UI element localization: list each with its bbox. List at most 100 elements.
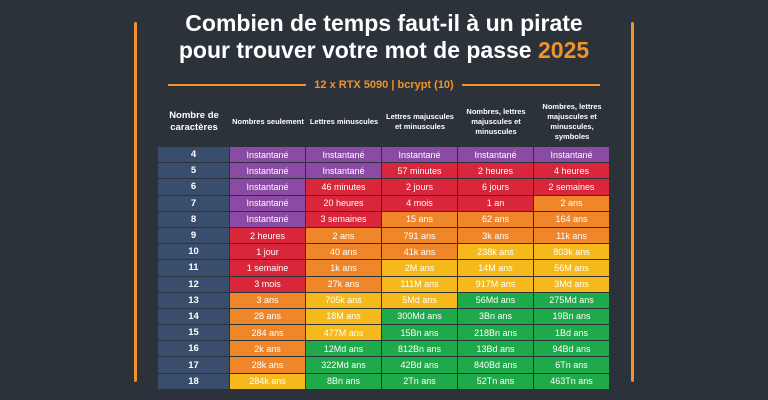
table-row: 15 284 ans 477M ans 15Bn ans 218Bn ans 1Bd an… — [158, 325, 610, 341]
left-accent-line — [134, 22, 137, 382]
time-cell: 27k ans — [306, 276, 381, 292]
time-cell: 2k ans — [230, 341, 305, 357]
header-numbers-only: Nombres seulement — [232, 117, 304, 126]
time-cell: Instantané — [534, 147, 609, 163]
time-cell: 2 heures — [230, 227, 305, 244]
header-lowercase: Lettres minuscules — [309, 117, 379, 126]
char-count-cell: 7 — [158, 195, 229, 211]
time-cell: 218Bn ans — [458, 325, 533, 341]
subtitle: 12 x RTX 5090 | bcrypt (10) — [314, 79, 454, 91]
time-cell: 791 ans — [382, 227, 457, 244]
char-count-cell: 10 — [158, 244, 229, 260]
time-cell: 52Tn ans — [458, 373, 533, 389]
time-cell: 300Md ans — [382, 308, 457, 325]
time-cell: 15 ans — [382, 211, 457, 227]
char-count-cell: 8 — [158, 211, 229, 227]
time-cell: 19Bn ans — [534, 308, 609, 325]
time-cell: 6Tn ans — [534, 357, 609, 373]
time-cell: 14M ans — [458, 260, 533, 276]
time-cell: 3k ans — [458, 227, 533, 244]
time-cell: 322Md ans — [306, 357, 381, 373]
time-cell: 3 semaines — [306, 211, 381, 227]
time-cell: Instantané — [382, 147, 457, 163]
time-cell: 111M ans — [382, 276, 457, 292]
title-line-2: pour trouver votre mot de passe 2025 — [140, 37, 628, 64]
time-cell: 1 an — [458, 195, 533, 211]
time-cell: Instantané — [306, 147, 381, 163]
time-cell: 12Md ans — [306, 341, 381, 357]
table-row: 10 1 jour 40 ans 41k ans 238k ans 803k ans — [158, 244, 610, 260]
time-cell: 2 jours — [382, 179, 457, 195]
header-upper-lower: Lettres majuscules et minuscules — [386, 112, 454, 131]
table-row: 6 Instantané 46 minutes 2 jours 6 jours 2 sem… — [158, 179, 610, 195]
header-numbers-upper-lower: Nombres, lettres majuscules et minuscule… — [466, 107, 526, 136]
table-header: Nombre de caractères Nombres seulement L… — [158, 98, 610, 146]
char-count-cell: 14 — [158, 308, 229, 325]
table-row: 12 3 mois 27k ans 111M ans 917M ans 3Md ans — [158, 276, 610, 292]
char-count-cell: 5 — [158, 163, 229, 179]
time-cell: 2 semaines — [534, 179, 609, 195]
time-cell: 56M ans — [534, 260, 609, 276]
time-cell: 41k ans — [382, 244, 457, 260]
time-cell: 13Bd ans — [458, 341, 533, 357]
header-all-symbols: Nombres, lettres majuscules et minuscule… — [542, 102, 602, 141]
right-accent-line — [631, 22, 634, 382]
char-count-cell: 12 — [158, 276, 229, 292]
time-cell: 1Bd ans — [534, 325, 609, 341]
header-chars: Nombre de caractères — [169, 110, 219, 133]
time-cell: 3 mois — [230, 276, 305, 292]
time-cell: 94Bd ans — [534, 341, 609, 357]
title-year: 2025 — [537, 37, 590, 63]
time-cell: 1 jour — [230, 244, 305, 260]
char-count-cell: 15 — [158, 325, 229, 341]
time-cell: Instantané — [230, 163, 305, 179]
table-row: 8 Instantané 3 semaines 15 ans 62 ans 164 ans — [158, 211, 610, 227]
char-count-cell: 6 — [158, 179, 229, 195]
password-table: 4 Instantané Instantané Instantané Instantan… — [158, 147, 610, 390]
time-cell: 2M ans — [382, 260, 457, 276]
char-count-cell: 18 — [158, 373, 229, 389]
time-cell: 5Md ans — [382, 292, 457, 308]
table-row: 7 Instantané 20 heures 4 mois 1 an 2 ans — [158, 195, 610, 211]
char-count-cell: 13 — [158, 292, 229, 308]
time-cell: 8Bn ans — [306, 373, 381, 389]
char-count-cell: 4 — [158, 147, 229, 163]
time-cell: 40 ans — [306, 244, 381, 260]
time-cell: 11k ans — [534, 227, 609, 244]
time-cell: 56Md ans — [458, 292, 533, 308]
time-cell: 2 heures — [458, 163, 533, 179]
time-cell: 812Bn ans — [382, 341, 457, 357]
time-cell: 284k ans — [230, 373, 305, 389]
time-cell: 57 minutes — [382, 163, 457, 179]
table-row: 13 3 ans 705k ans 5Md ans 56Md ans 275Md ans — [158, 292, 610, 308]
table-row: 17 28k ans 322Md ans 42Bd ans 840Bd ans 6Tn a… — [158, 357, 610, 373]
time-cell: 803k ans — [534, 244, 609, 260]
time-cell: Instantané — [230, 147, 305, 163]
time-cell: 6 jours — [458, 179, 533, 195]
time-cell: 2 ans — [534, 195, 609, 211]
table-row: 18 284k ans 8Bn ans 2Tn ans 52Tn ans 463Tn an… — [158, 373, 610, 389]
time-cell: 705k ans — [306, 292, 381, 308]
time-cell: 463Tn ans — [534, 373, 609, 389]
table-row: 5 Instantané Instantané 57 minutes 2 heures 4… — [158, 163, 610, 179]
time-cell: 3Md ans — [534, 276, 609, 292]
time-cell: 28k ans — [230, 357, 305, 373]
time-cell: 275Md ans — [534, 292, 609, 308]
time-cell: 62 ans — [458, 211, 533, 227]
table-row: 14 28 ans 18M ans 300Md ans 3Bn ans 19Bn ans — [158, 308, 610, 325]
time-cell: 28 ans — [230, 308, 305, 325]
table-row: 11 1 semaine 1k ans 2M ans 14M ans 56M ans — [158, 260, 610, 276]
time-cell: 20 heures — [306, 195, 381, 211]
time-cell: 4 heures — [534, 163, 609, 179]
char-count-cell: 17 — [158, 357, 229, 373]
char-count-cell: 9 — [158, 227, 229, 244]
time-cell: 840Bd ans — [458, 357, 533, 373]
time-cell: Instantané — [230, 211, 305, 227]
time-cell: 1k ans — [306, 260, 381, 276]
time-cell: 3 ans — [230, 292, 305, 308]
time-cell: 2 ans — [306, 227, 381, 244]
time-cell: 238k ans — [458, 244, 533, 260]
time-cell: Instantané — [230, 179, 305, 195]
subtitle-bar: 12 x RTX 5090 | bcrypt (10) — [168, 76, 601, 94]
